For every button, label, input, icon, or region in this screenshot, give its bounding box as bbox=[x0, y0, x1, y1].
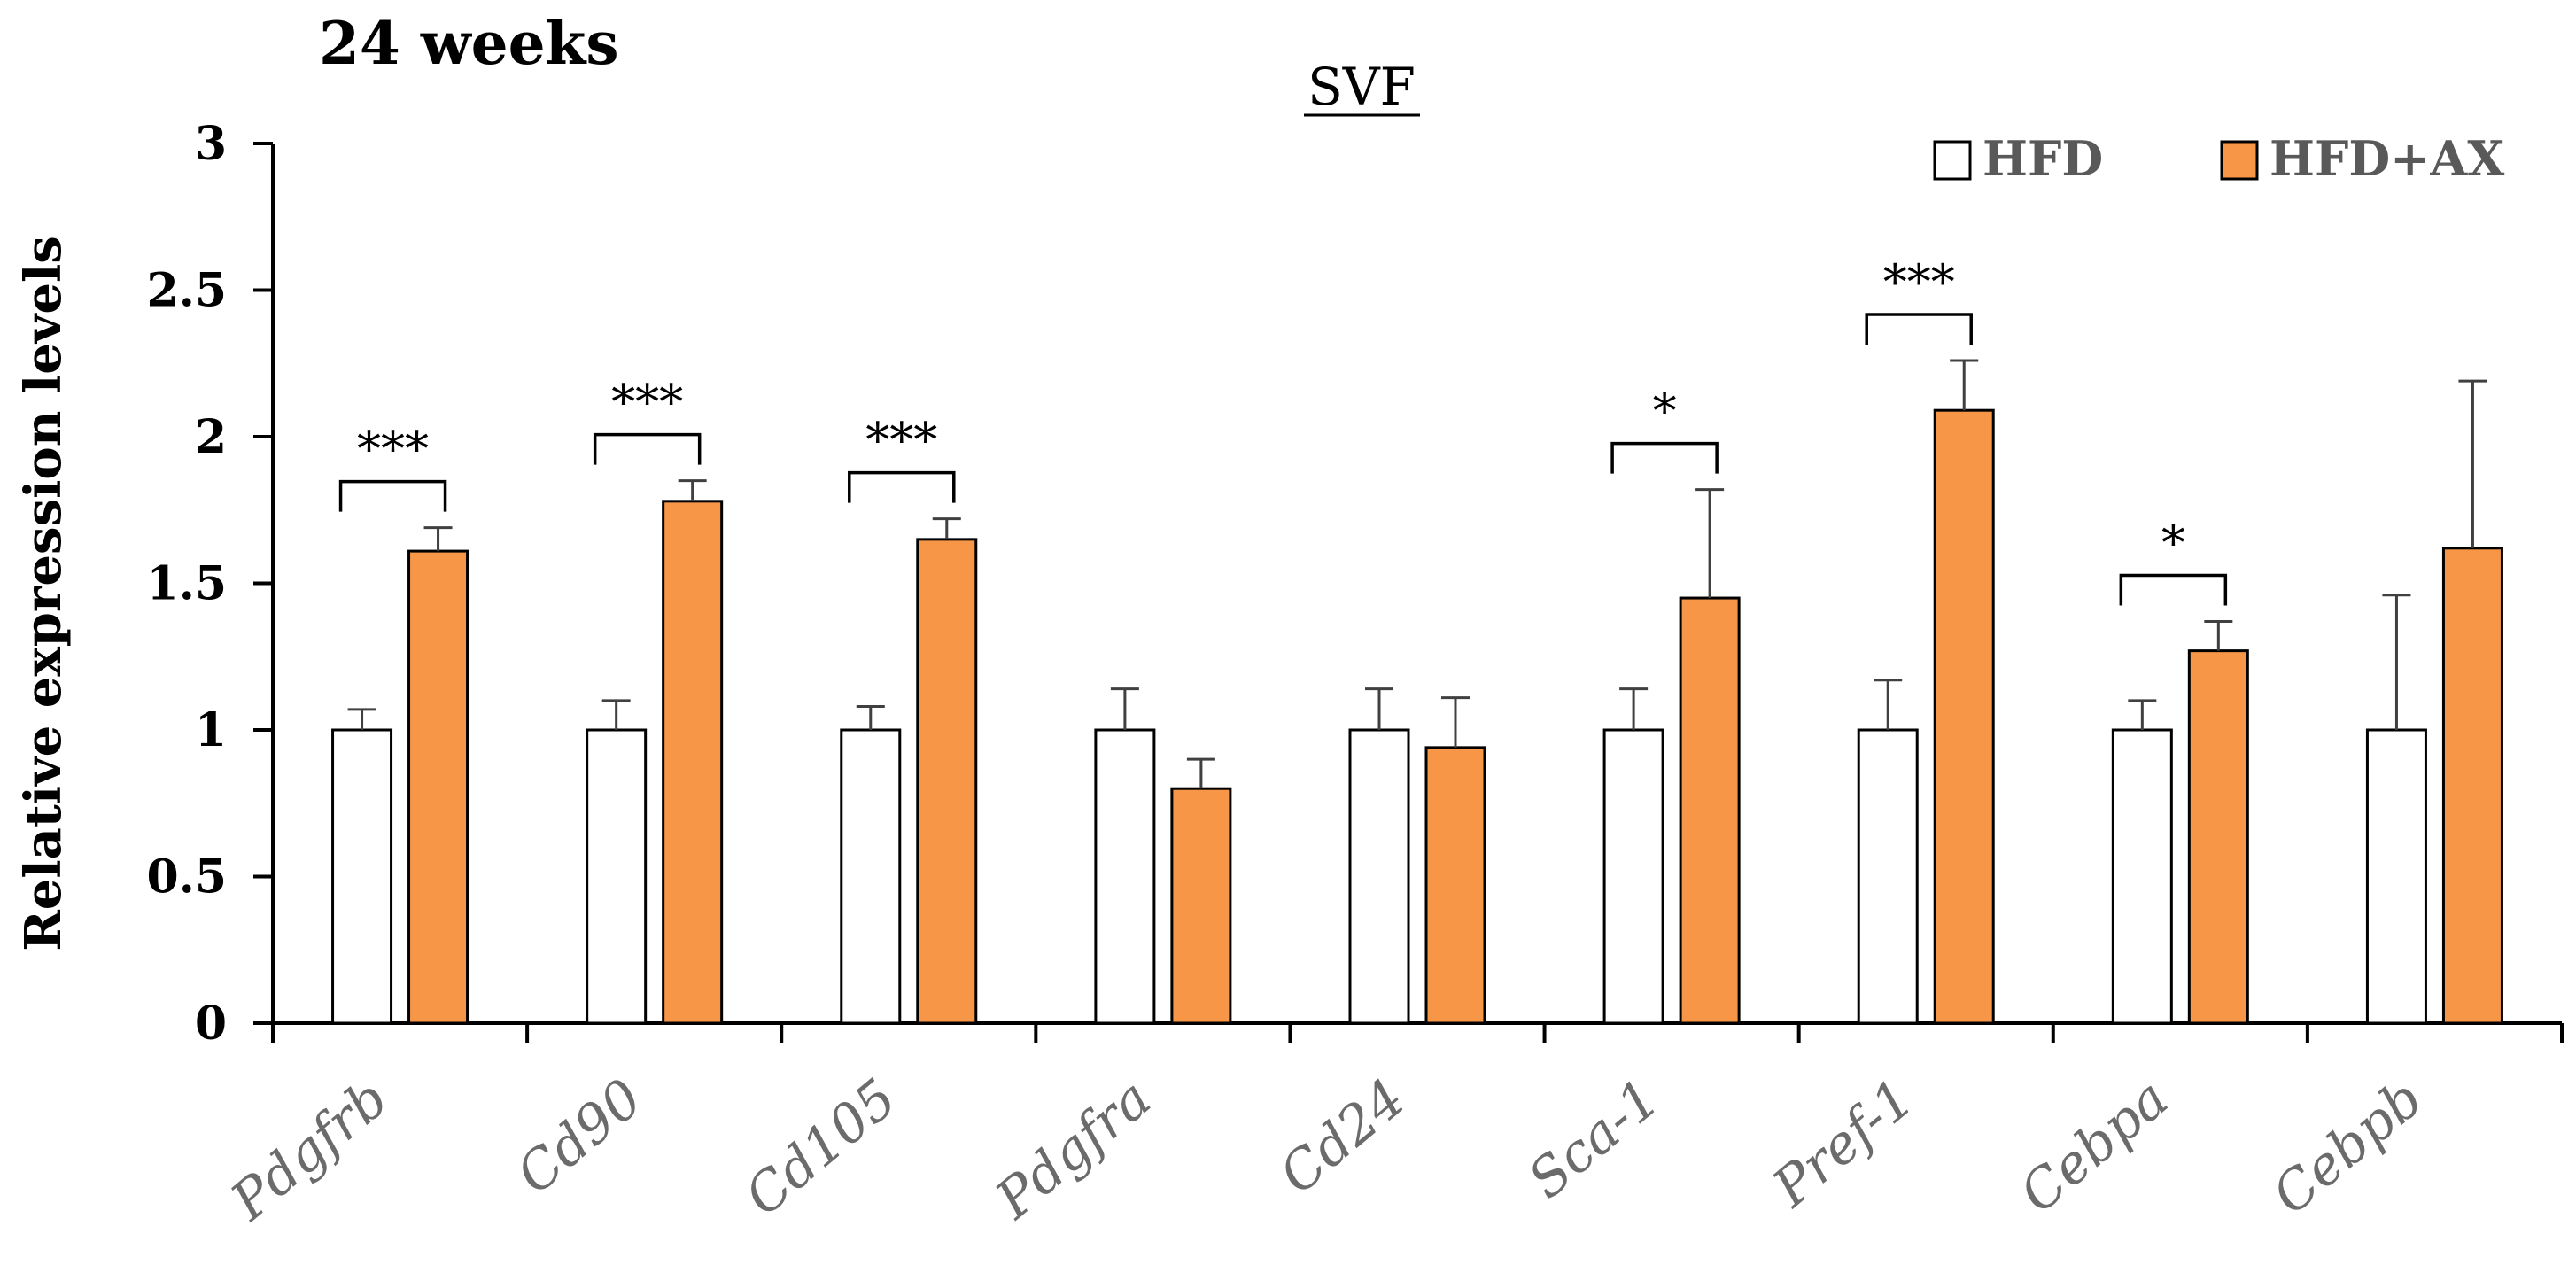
error-bars bbox=[347, 359, 2487, 789]
significance-label: *** bbox=[611, 375, 683, 431]
bar-hfd-ax bbox=[1933, 408, 1995, 1025]
bar-hfd-ax bbox=[662, 500, 724, 1025]
bar-hfd-ax bbox=[916, 538, 978, 1025]
x-tick-label: Cd24 bbox=[1269, 1067, 1417, 1207]
bar-hfd bbox=[1857, 728, 1919, 1025]
y-tick-label: 0.5 bbox=[147, 850, 227, 904]
significance-label: *** bbox=[357, 422, 429, 477]
bar-hfd bbox=[1348, 728, 1410, 1025]
significance-bracket bbox=[848, 470, 956, 503]
legend-label-hfd: HFD bbox=[1982, 130, 2103, 187]
legend-swatch-hfd-ax bbox=[2220, 140, 2259, 181]
bar-hfd-ax bbox=[2187, 649, 2249, 1025]
significance-label: * bbox=[2161, 516, 2185, 571]
x-tick-label: Cebpb bbox=[2261, 1067, 2434, 1227]
bar-hfd bbox=[840, 728, 902, 1025]
x-tick-label: Cd105 bbox=[733, 1067, 908, 1228]
significance-bracket bbox=[338, 479, 447, 512]
x-tick-labels: Pdgfrb Cd90 Cd105 Pdgfra Cd24 Sca-1 Pref-1 Cebp… bbox=[219, 1067, 2434, 1233]
x-tick-label: Sca-1 bbox=[1517, 1067, 1671, 1211]
y-tick-label: 2.5 bbox=[147, 264, 227, 318]
bar-hfd bbox=[2365, 728, 2427, 1025]
significance-label: *** bbox=[865, 413, 937, 469]
significance-markers: ************** bbox=[338, 254, 2228, 606]
bar-hfd bbox=[2111, 728, 2173, 1025]
y-axis: 0 0.5 1 1.5 2 2.5 3 bbox=[147, 117, 275, 1051]
bar-hfd bbox=[1094, 728, 1156, 1025]
legend: HFD HFD+AX bbox=[1933, 130, 2504, 187]
panel-label: 24 weeks bbox=[319, 9, 619, 78]
bar-hfd-ax bbox=[1679, 596, 1741, 1025]
bar-hfd bbox=[331, 728, 393, 1025]
significance-bracket bbox=[1610, 441, 1719, 474]
bar-hfd-ax bbox=[2441, 547, 2503, 1025]
bar-hfd-ax bbox=[1170, 787, 1232, 1025]
x-tick-label: Pdgfra bbox=[984, 1067, 1163, 1231]
bar-hfd bbox=[1602, 728, 1664, 1025]
bar-hfd-ax bbox=[1424, 746, 1486, 1025]
bar-hfd bbox=[586, 728, 648, 1025]
chart-title: SVF bbox=[1307, 57, 1416, 117]
y-tick-label: 2 bbox=[195, 410, 227, 464]
bars bbox=[331, 408, 2503, 1025]
y-axis-label: Relative expression levels bbox=[14, 236, 73, 951]
x-tick-label: Cd90 bbox=[505, 1067, 654, 1207]
y-tick-label: 3 bbox=[195, 117, 227, 171]
significance-bracket bbox=[593, 432, 702, 465]
bar-hfd-ax bbox=[407, 549, 469, 1025]
x-axis bbox=[271, 1021, 2564, 1043]
legend-label-hfd-ax: HFD+AX bbox=[2270, 130, 2504, 187]
significance-bracket bbox=[1865, 313, 1973, 345]
x-tick-label: Cebpa bbox=[2008, 1067, 2180, 1225]
legend-swatch-hfd bbox=[1933, 140, 1972, 181]
significance-bracket bbox=[2119, 573, 2228, 606]
significance-label: *** bbox=[1883, 254, 1955, 310]
x-tick-label: Pdgfrb bbox=[219, 1067, 400, 1233]
significance-label: * bbox=[1653, 384, 1677, 439]
y-tick-label: 1.5 bbox=[147, 557, 227, 611]
y-tick-label: 1 bbox=[195, 703, 227, 757]
x-tick-label: Pref-1 bbox=[1761, 1067, 1926, 1220]
y-tick-label: 0 bbox=[195, 997, 227, 1051]
